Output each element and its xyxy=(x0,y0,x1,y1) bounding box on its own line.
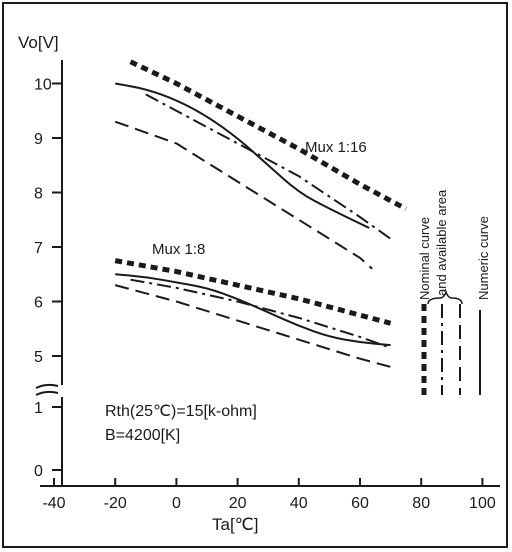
x-tick-label: 20 xyxy=(229,495,247,512)
series-line-mux16-nominal xyxy=(145,93,392,240)
mux16-label: Mux 1:16 xyxy=(305,139,367,156)
y-tick-label: 9 xyxy=(34,131,43,148)
y-tick-label: 1 xyxy=(34,400,43,417)
series-line-mux8-upper-bound xyxy=(114,258,392,326)
rth-annotation: Rth(25℃)=15[k-ohm] xyxy=(105,403,257,420)
legend-available-label: and available area xyxy=(434,189,449,296)
series-line-mux16-lower-bound xyxy=(114,120,373,270)
y-tick-label: 6 xyxy=(34,295,43,312)
x-axis-title: Ta[℃] xyxy=(212,515,259,534)
axis-break-mark xyxy=(35,383,59,396)
series-line-mux8-lower-bound xyxy=(114,284,391,368)
legend-brace xyxy=(427,289,463,305)
x-tick-label: 100 xyxy=(469,495,496,512)
legend-nominal-label: Nominal curve xyxy=(417,217,432,300)
y-tick-label: 8 xyxy=(34,186,43,203)
x-tick-label: 40 xyxy=(290,495,308,512)
x-tick-label: -20 xyxy=(104,495,127,512)
y-tick-label: 10 xyxy=(34,77,52,94)
y-axis-title: Vo[V] xyxy=(18,33,59,52)
series-line-mux8-numeric xyxy=(115,273,391,347)
mux8-label: Mux 1:8 xyxy=(152,241,205,258)
y-tick-label: 0 xyxy=(34,463,43,480)
legend: Nominal curve and available area Numeric… xyxy=(417,189,491,395)
y-tick-label: 7 xyxy=(34,240,43,257)
y-tick-label: 5 xyxy=(34,349,43,366)
x-tick-label: 0 xyxy=(172,495,181,512)
b-annotation: B=4200[K] xyxy=(105,427,180,444)
x-tick-label: -40 xyxy=(42,495,65,512)
x-tick-label: 80 xyxy=(412,495,430,512)
series-line-mux16-upper-bound xyxy=(129,59,408,212)
chart-frame xyxy=(2,2,508,548)
series-line-mux8-nominal xyxy=(130,278,391,349)
series-line-mux16-numeric xyxy=(115,82,370,229)
legend-numeric-label: Numeric curve xyxy=(476,216,491,300)
x-tick-label: 60 xyxy=(351,495,369,512)
